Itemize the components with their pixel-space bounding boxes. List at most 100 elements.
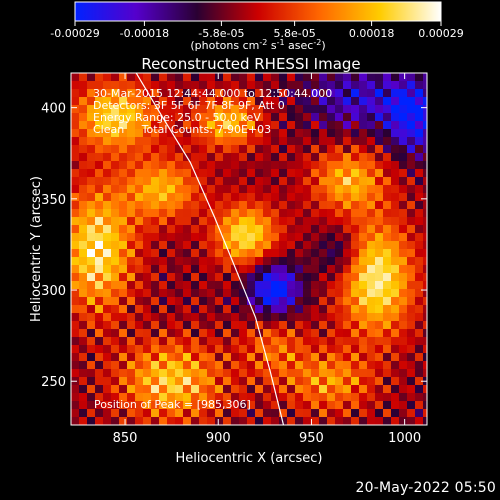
heatmap-cell [191,193,200,202]
heatmap-cell [295,129,304,138]
heatmap-cell [215,97,224,106]
heatmap-cell [407,417,416,425]
heatmap-cell [135,337,144,346]
heatmap-cell [223,345,232,354]
heatmap-cell [167,297,176,306]
heatmap-cell [95,225,104,234]
heatmap-cell [415,73,424,82]
heatmap-cell [175,409,184,418]
heatmap-cell [343,225,352,234]
heatmap-cell [87,177,96,186]
heatmap-cell [247,249,256,258]
heatmap-cell [191,257,200,266]
heatmap-cell [423,177,427,186]
heatmap-cell [127,137,136,146]
heatmap-cell [319,385,328,394]
plot-frame [70,72,428,426]
heatmap-cell [367,145,376,154]
heatmap-cell [367,225,376,234]
heatmap-cell [191,337,200,346]
heatmap-cell [271,81,280,90]
heatmap-cell [207,129,216,138]
heatmap-cell [343,137,352,146]
heatmap-cell [391,137,400,146]
heatmap-cell [335,321,344,330]
heatmap-cell [127,97,136,106]
heatmap-cell [391,241,400,250]
heatmap-cell [191,241,200,250]
heatmap-cell [167,105,176,114]
heatmap-cell [415,417,424,425]
heatmap-cell [263,321,272,330]
heatmap-cell [287,377,296,386]
heatmap-cell [119,377,128,386]
heatmap-cell [255,113,264,122]
heatmap-cell [159,89,168,98]
heatmap-cell [215,177,224,186]
heatmap-cell [191,137,200,146]
heatmap-cell [103,121,112,130]
heatmap-cell [327,313,336,322]
heatmap-cell [271,409,280,418]
x-axis-label: Heliocentric X (arcsec) [176,451,323,466]
heatmap-cell [287,329,296,338]
heatmap-cell [335,145,344,154]
heatmap-cell [335,369,344,378]
heatmap-cell [351,89,360,98]
heatmap-cell [271,377,280,386]
heatmap-cell [303,145,312,154]
heatmap-cell [311,233,320,242]
heatmap-cell [415,201,424,210]
heatmap-cell [279,193,288,202]
heatmap-cell [159,105,168,114]
heatmap-cell [359,241,368,250]
heatmap-cell [119,369,128,378]
heatmap-cell [319,353,328,362]
heatmap-cell [367,137,376,146]
heatmap-cell [231,409,240,418]
heatmap-cell [311,169,320,178]
heatmap-cell [263,209,272,218]
heatmap-cell [223,217,232,226]
heatmap-cell [303,329,312,338]
heatmap-cell [287,409,296,418]
heatmap-cell [335,337,344,346]
heatmap-cell [71,249,80,258]
heatmap-cell [79,313,88,322]
heatmap-cell [407,329,416,338]
heatmap-cell [207,137,216,146]
heatmap-cell [103,145,112,154]
heatmap-cell [247,329,256,338]
heatmap-cell [151,89,160,98]
heatmap-cell [119,353,128,362]
heatmap-cell [215,377,224,386]
heatmap-cell [311,113,320,122]
heatmap-cell [423,89,427,98]
heatmap-cell [111,233,120,242]
heatmap-cell [375,201,384,210]
heatmap-cell [159,185,168,194]
heatmap-cell [383,185,392,194]
heatmap-cell [95,321,104,330]
heatmap-cell [415,113,424,122]
heatmap-cell [415,313,424,322]
heatmap-cell [223,297,232,306]
heatmap-cell [399,265,408,274]
heatmap-cell [287,273,296,282]
heatmap-cell [303,185,312,194]
heatmap-cell [335,385,344,394]
heatmap-cell [327,361,336,370]
heatmap-cell [191,161,200,170]
heatmap-cell [407,345,416,354]
heatmap-cell [399,313,408,322]
heatmap-cell [87,113,96,122]
heatmap-cell [95,305,104,314]
heatmap-cell [135,185,144,194]
heatmap-cell [367,345,376,354]
heatmap-cell [151,281,160,290]
heatmap-cell [247,321,256,330]
heatmap-cell [271,321,280,330]
heatmap-cell [343,281,352,290]
heatmap-cell [255,193,264,202]
heatmap-cell [383,377,392,386]
